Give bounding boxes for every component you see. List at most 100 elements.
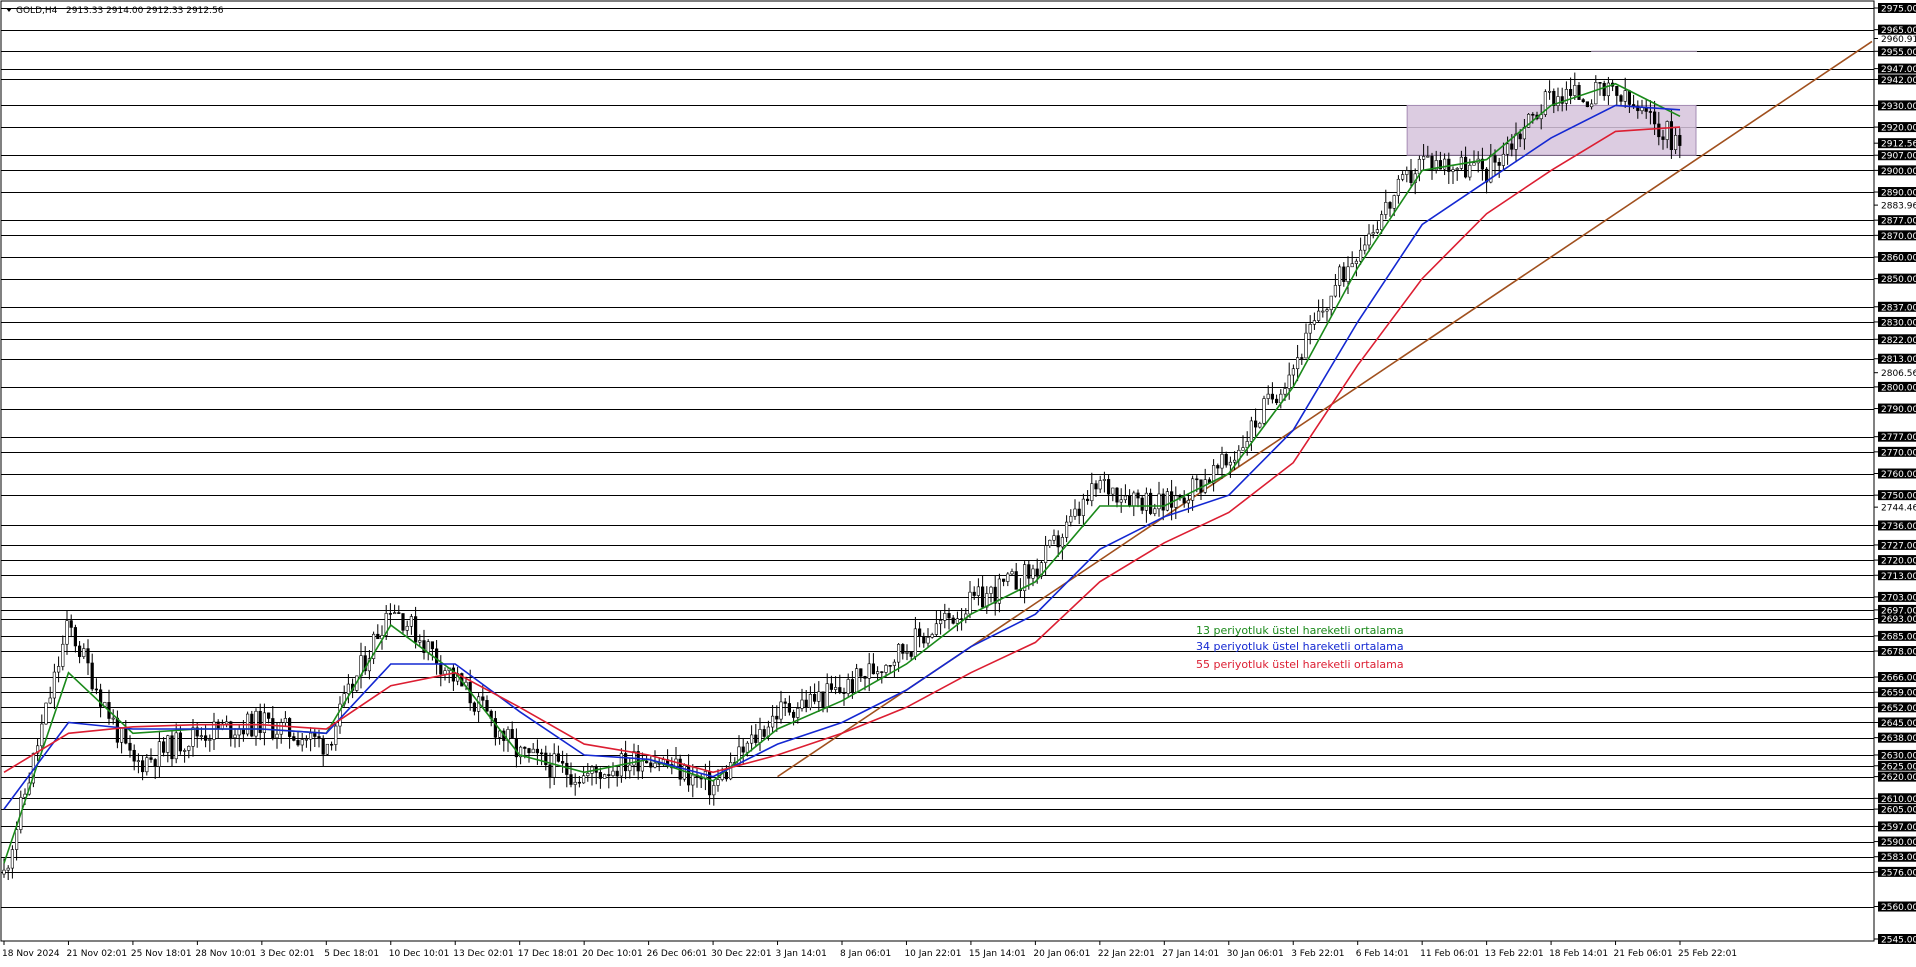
candle-body: [1396, 178, 1400, 196]
candle-body: [922, 636, 926, 644]
candle-body: [754, 734, 758, 743]
candle-body: [1384, 202, 1388, 215]
candle-body: [548, 764, 552, 778]
price-tag: [1878, 570, 1916, 581]
candle-body: [880, 671, 884, 673]
candle-body: [1426, 155, 1430, 158]
candle-body: [262, 712, 267, 733]
candle-body: [371, 633, 376, 659]
candle-body: [183, 750, 187, 752]
candle-body: [917, 628, 922, 637]
candle-body: [1594, 82, 1598, 105]
candle-body: [1258, 422, 1262, 428]
candle-body: [1531, 113, 1535, 116]
candle-body: [472, 702, 477, 712]
candle-body: [1434, 160, 1438, 171]
candle-body: [439, 662, 443, 675]
candle-body: [859, 668, 863, 677]
candle-body: [1001, 578, 1006, 582]
candle-body: [1501, 153, 1505, 166]
candle-body: [78, 645, 82, 657]
candle-body: [947, 613, 951, 619]
price-label: 2693.00: [1881, 615, 1916, 625]
candle-body: [905, 652, 909, 654]
candle-body: [1552, 90, 1556, 106]
candle-body: [329, 743, 334, 746]
candle-body: [1606, 82, 1610, 97]
candle-body: [993, 586, 997, 604]
candle-body: [120, 727, 124, 743]
price-label: 2822.00: [1881, 336, 1916, 346]
candle-body: [1657, 123, 1661, 138]
candle-body: [1560, 96, 1564, 104]
candle-body: [842, 692, 846, 694]
candle-body: [258, 710, 262, 733]
time-label: 8 Jan 06:01: [840, 949, 891, 959]
candle-body: [1006, 573, 1010, 582]
candle-body: [1678, 135, 1682, 146]
candle-body: [1480, 158, 1484, 170]
price-tag: [1878, 381, 1916, 392]
candle-body: [1027, 564, 1031, 579]
symbol-header[interactable]: GOLD,H4 2913.33 2914.00 2912.33 2912.56: [6, 6, 224, 16]
candle-body: [346, 683, 351, 694]
candle-body: [1266, 393, 1270, 399]
candle-body: [531, 748, 535, 754]
price-label: 2760.00: [1881, 470, 1916, 480]
time-label: 21 Nov 02:01: [66, 949, 127, 959]
time-label: 10 Jan 22:01: [904, 949, 961, 959]
price-tag: [1878, 100, 1916, 111]
candle-body: [779, 701, 783, 720]
price-tag: [1878, 687, 1916, 698]
candle-body: [1371, 232, 1375, 235]
candle-body: [1329, 295, 1333, 310]
candle-body: [443, 670, 447, 675]
candle-body: [1518, 133, 1522, 140]
candle-body: [1317, 310, 1321, 321]
candle-body: [1123, 495, 1127, 501]
candle-body: [724, 772, 728, 780]
candle-body: [157, 741, 162, 767]
candle-body: [283, 718, 288, 723]
price-label: 2697.00: [1881, 606, 1916, 616]
candle-body: [162, 741, 166, 753]
candle-body: [1228, 461, 1232, 466]
candle-body: [888, 665, 892, 667]
candle-body: [901, 644, 905, 654]
candle-body: [598, 772, 602, 779]
time-label: 18 Feb 14:01: [1549, 949, 1608, 959]
price-tag: [1878, 901, 1916, 912]
candle-body: [989, 586, 993, 594]
time-label: 25 Feb 22:01: [1678, 949, 1737, 959]
price-label: 2907.00: [1881, 152, 1916, 162]
price-tag: [1878, 591, 1916, 602]
candle-body: [225, 721, 229, 725]
triangle-down-icon[interactable]: [6, 8, 12, 12]
candle-body: [1653, 111, 1657, 125]
price-tag: [1878, 230, 1916, 241]
candle-body: [10, 849, 14, 869]
candle-body: [770, 715, 775, 728]
ema-lines: [3, 82, 1681, 864]
candle-body: [1010, 571, 1014, 575]
candle-body: [1342, 266, 1346, 282]
price-label: 2750.00: [1881, 492, 1916, 502]
candle-body: [204, 735, 208, 741]
price-label: 2850.00: [1881, 275, 1916, 285]
candle-body: [909, 652, 913, 657]
price-label: 2583.00: [1881, 853, 1916, 863]
price-label: 2727.00: [1881, 541, 1916, 551]
price-tag: [1878, 63, 1916, 74]
candle-body: [1081, 498, 1085, 516]
price-label: 2790.00: [1881, 405, 1916, 415]
candle-body: [392, 612, 397, 615]
candle-body: [132, 749, 136, 762]
candle-body: [1170, 491, 1174, 508]
price-label: 2813.00: [1881, 355, 1916, 365]
candle-body: [409, 616, 414, 627]
candle-body: [334, 725, 338, 745]
candle-body: [1346, 266, 1350, 282]
candle-body: [825, 683, 829, 708]
candle-body: [930, 634, 934, 638]
